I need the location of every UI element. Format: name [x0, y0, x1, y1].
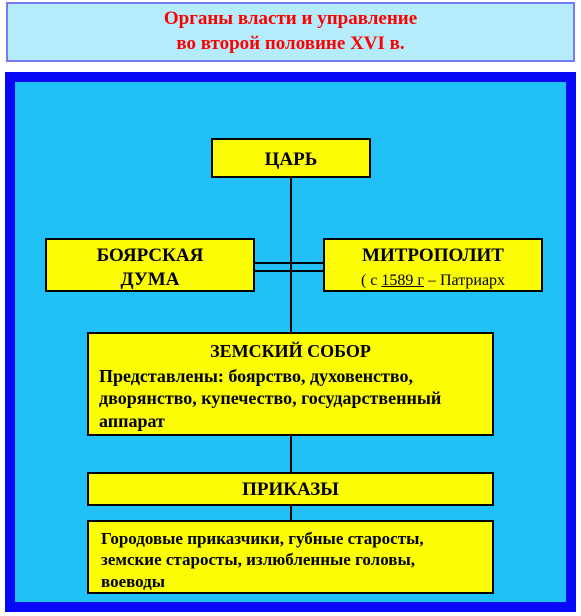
diagram-frame: ЦАРЬ БОЯРСКАЯДУМА МИТРОПОЛИТ ( с 1589 г …	[5, 72, 576, 612]
node-prikazy: ПРИКАЗЫ	[87, 472, 494, 506]
node-local-officials: Городовые приказчики, губные старосты, з…	[87, 520, 494, 594]
connector-line	[290, 506, 292, 520]
zemsky-head: ЗЕМСКИЙ СОБОР	[99, 340, 482, 363]
boyar-label: БОЯРСКАЯДУМА	[97, 245, 204, 290]
connector-line	[290, 436, 292, 472]
title-box: Органы власти и управлениево второй поло…	[6, 2, 575, 62]
local-label: Городовые приказчики, губные старосты, з…	[101, 529, 424, 591]
node-mitropolit: МИТРОПОЛИТ ( с 1589 г – Патриарх	[323, 238, 543, 292]
tsar-label: ЦАРЬ	[265, 149, 318, 170]
node-boyar-duma: БОЯРСКАЯДУМА	[45, 238, 255, 292]
title-text: Органы власти и управлениево второй поло…	[164, 7, 417, 56]
node-zemsky-sobor: ЗЕМСКИЙ СОБОР Представлены: боярство, ду…	[87, 332, 494, 436]
mitropolit-sub: ( с 1589 г – Патриарх	[361, 272, 505, 289]
diagram-inner: ЦАРЬ БОЯРСКАЯДУМА МИТРОПОЛИТ ( с 1589 г …	[15, 82, 566, 602]
connector-line	[290, 178, 292, 332]
mitropolit-label: МИТРОПОЛИТ	[362, 245, 504, 266]
zemsky-body: Представлены: боярство, духовенство, дво…	[99, 366, 441, 431]
node-tsar: ЦАРЬ	[211, 138, 371, 178]
prikazy-label: ПРИКАЗЫ	[242, 479, 339, 500]
